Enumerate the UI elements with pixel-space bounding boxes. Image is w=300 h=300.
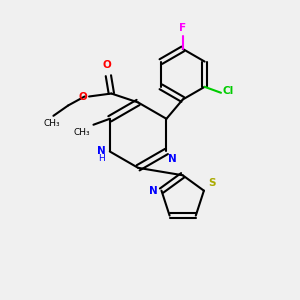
Text: O: O	[103, 60, 111, 70]
Text: CH₃: CH₃	[74, 128, 91, 137]
Text: N: N	[97, 146, 105, 157]
Text: N: N	[149, 186, 158, 196]
Text: H: H	[99, 154, 105, 164]
Text: O: O	[79, 92, 88, 101]
Text: CH₃: CH₃	[44, 119, 60, 128]
Text: F: F	[179, 22, 186, 33]
Text: N: N	[168, 154, 177, 164]
Text: S: S	[208, 178, 216, 188]
Text: Cl: Cl	[223, 86, 234, 96]
